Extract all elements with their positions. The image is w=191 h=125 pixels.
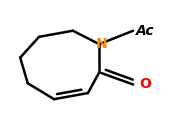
Text: N: N [95, 37, 107, 51]
Text: Ac: Ac [136, 24, 155, 38]
Text: O: O [139, 78, 151, 92]
